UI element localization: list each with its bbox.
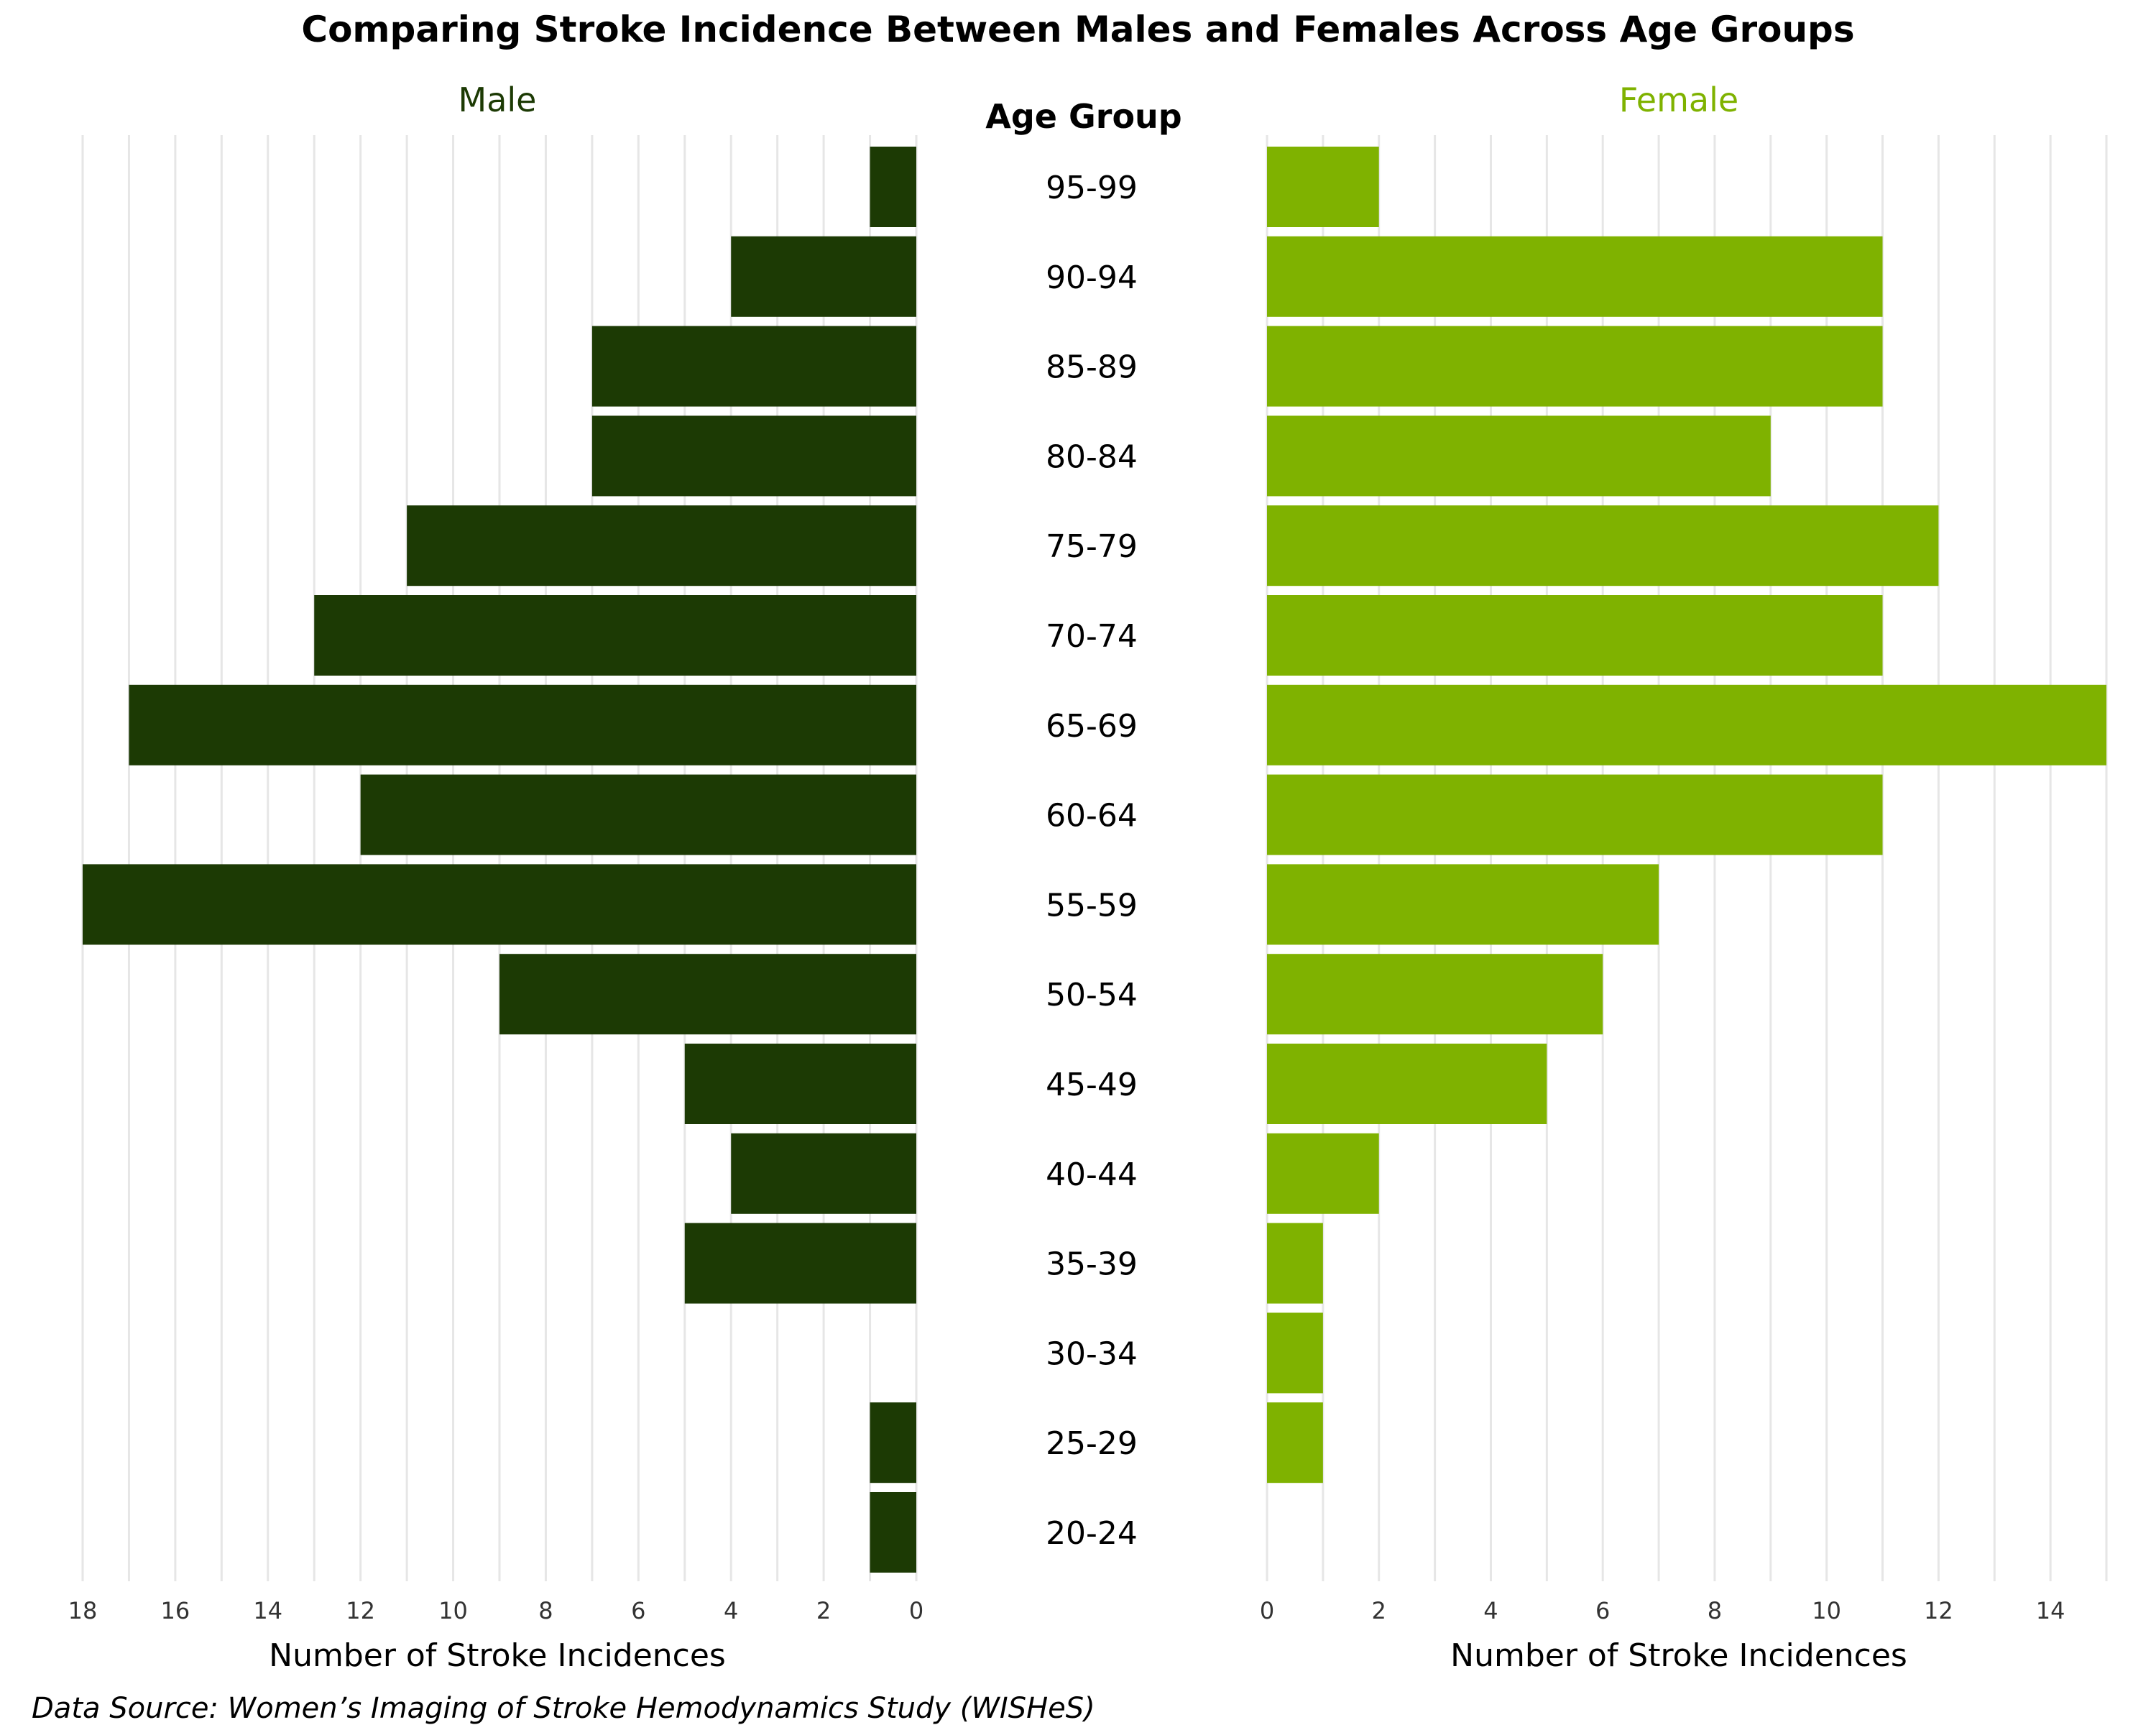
male-bar [591,326,916,407]
age-group-label: 65-69 [1046,708,1138,745]
male-tick-label: 16 [161,1597,190,1624]
age-group-label: 95-99 [1046,170,1138,206]
age-group-label: 25-29 [1046,1425,1138,1462]
age-group-label: 35-39 [1046,1246,1138,1283]
female-bar [1267,1402,1323,1484]
male-bar [731,1133,916,1214]
female-bar [1267,774,1883,855]
age-group-label: 20-24 [1046,1515,1138,1552]
male-tick-label: 0 [909,1597,923,1624]
female-tick-label: 4 [1483,1597,1498,1624]
female-tick-label: 8 [1708,1597,1722,1624]
age-group-label: 55-59 [1046,887,1138,924]
male-tick-label: 2 [816,1597,831,1624]
age-labels: 95-99 90-94 85-89 80-84 75-79 70-74 65-69 60-64… [1046,170,1138,1552]
male-bar [684,1223,916,1304]
male-bar [314,595,916,676]
male-x-axis-label: Number of Stroke Incidences [269,1637,726,1674]
female-bar [1267,326,1883,407]
male-bar [591,415,916,497]
age-group-label: 30-34 [1046,1335,1138,1372]
age-group-label: 70-74 [1046,618,1138,655]
male-bar [129,684,916,765]
male-bar [83,864,916,945]
female-bar [1267,684,2106,765]
male-bar [684,1044,916,1124]
male-tick-label: 18 [68,1597,98,1624]
female-bars [1267,147,2106,1484]
age-group-label: 80-84 [1046,438,1138,475]
female-bar [1267,415,1771,497]
female-bar [1267,147,1379,227]
male-bar [407,505,916,586]
male-bars [83,147,917,1573]
female-x-ticks: 0 2 4 6 8 10 12 14 [1260,1597,2065,1624]
female-tick-label: 6 [1595,1597,1610,1624]
female-bar [1267,1133,1379,1214]
male-bar [870,1492,916,1573]
female-bar [1267,1312,1323,1394]
age-group-label: 45-49 [1046,1067,1138,1103]
female-tick-label: 12 [1924,1597,1953,1624]
female-bar [1267,236,1883,317]
female-panel-label: Female [1619,80,1738,119]
male-tick-label: 8 [538,1597,553,1624]
female-x-axis-label: Number of Stroke Incidences [1450,1637,1907,1674]
age-group-header: Age Group [985,97,1181,136]
male-tick-label: 12 [346,1597,375,1624]
male-bar [360,774,917,855]
male-bar [731,236,916,317]
female-tick-label: 10 [1812,1597,1841,1624]
female-bar [1267,1044,1547,1124]
male-x-ticks: 18 16 14 12 10 8 6 4 2 0 [68,1597,924,1624]
female-tick-label: 2 [1372,1597,1386,1624]
male-bar [870,1402,916,1484]
female-bar [1267,1223,1323,1304]
male-bar [870,147,916,227]
male-panel-label: Male [459,80,537,119]
age-group-label: 90-94 [1046,259,1138,296]
chart-title: Comparing Stroke Incidence Between Males… [301,9,1854,50]
female-bar [1267,864,1659,945]
age-group-label: 40-44 [1046,1156,1138,1193]
age-group-label: 85-89 [1046,349,1138,386]
female-bar [1267,954,1603,1035]
data-source-note: Data Source: Women’s Imaging of Stroke H… [32,1692,1095,1725]
age-group-label: 75-79 [1046,528,1138,565]
female-bar [1267,595,1883,676]
female-tick-label: 0 [1260,1597,1274,1624]
male-tick-label: 14 [253,1597,282,1624]
female-bar [1267,505,1939,586]
male-bar [499,954,916,1035]
age-group-label: 60-64 [1046,798,1138,834]
female-tick-label: 14 [2036,1597,2065,1624]
male-tick-label: 10 [438,1597,468,1624]
male-tick-label: 6 [631,1597,645,1624]
male-tick-label: 4 [724,1597,738,1624]
age-group-label: 50-54 [1046,977,1138,1013]
